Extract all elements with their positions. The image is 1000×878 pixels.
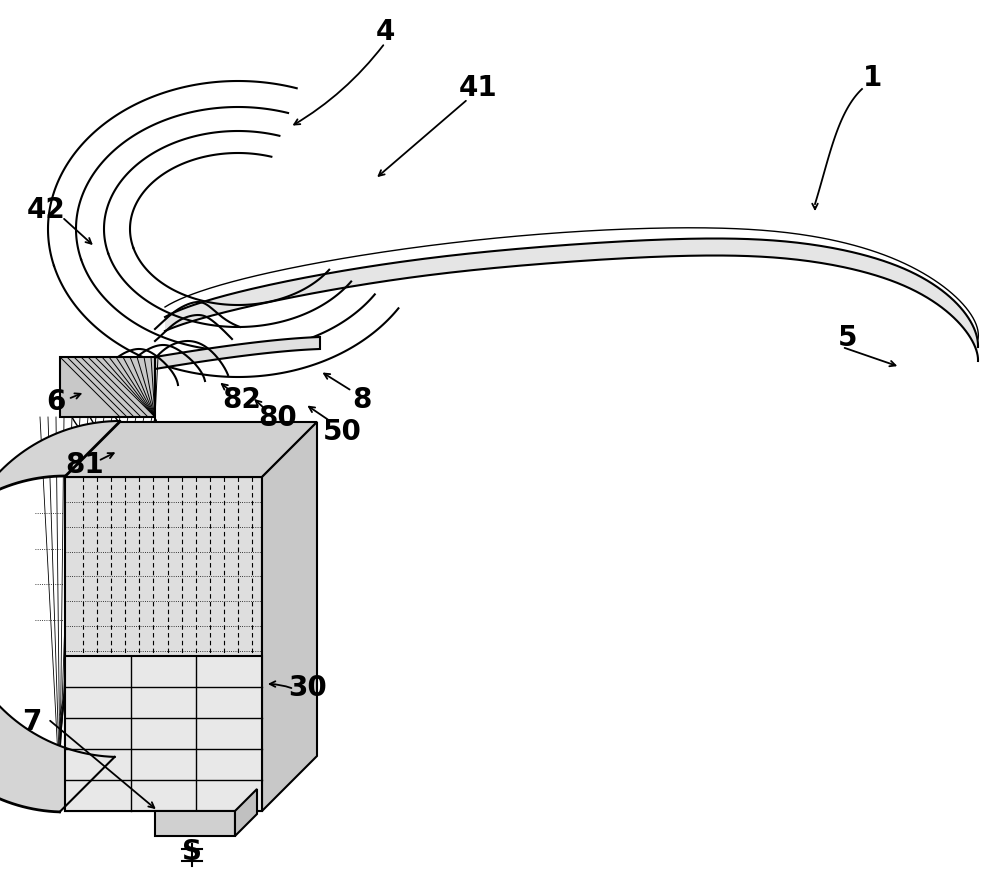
Text: 41: 41 — [459, 74, 497, 102]
Text: 80: 80 — [259, 404, 297, 431]
Text: 82: 82 — [223, 385, 261, 414]
Polygon shape — [0, 421, 120, 812]
Polygon shape — [155, 338, 320, 370]
Text: 50: 50 — [323, 418, 361, 445]
Polygon shape — [65, 478, 262, 811]
Text: S: S — [182, 837, 202, 865]
Text: 6: 6 — [46, 387, 66, 415]
Polygon shape — [65, 422, 317, 478]
Polygon shape — [262, 422, 317, 811]
Text: 81: 81 — [66, 450, 104, 479]
Polygon shape — [65, 656, 262, 811]
Polygon shape — [165, 239, 978, 362]
Text: 30: 30 — [289, 673, 327, 702]
Text: 42: 42 — [27, 196, 65, 224]
Polygon shape — [60, 357, 155, 418]
Polygon shape — [155, 811, 235, 836]
Text: 7: 7 — [22, 707, 42, 735]
Text: 4: 4 — [375, 18, 395, 46]
Text: 8: 8 — [352, 385, 372, 414]
Polygon shape — [235, 789, 257, 836]
Text: 1: 1 — [862, 64, 882, 92]
Text: 5: 5 — [838, 324, 858, 351]
